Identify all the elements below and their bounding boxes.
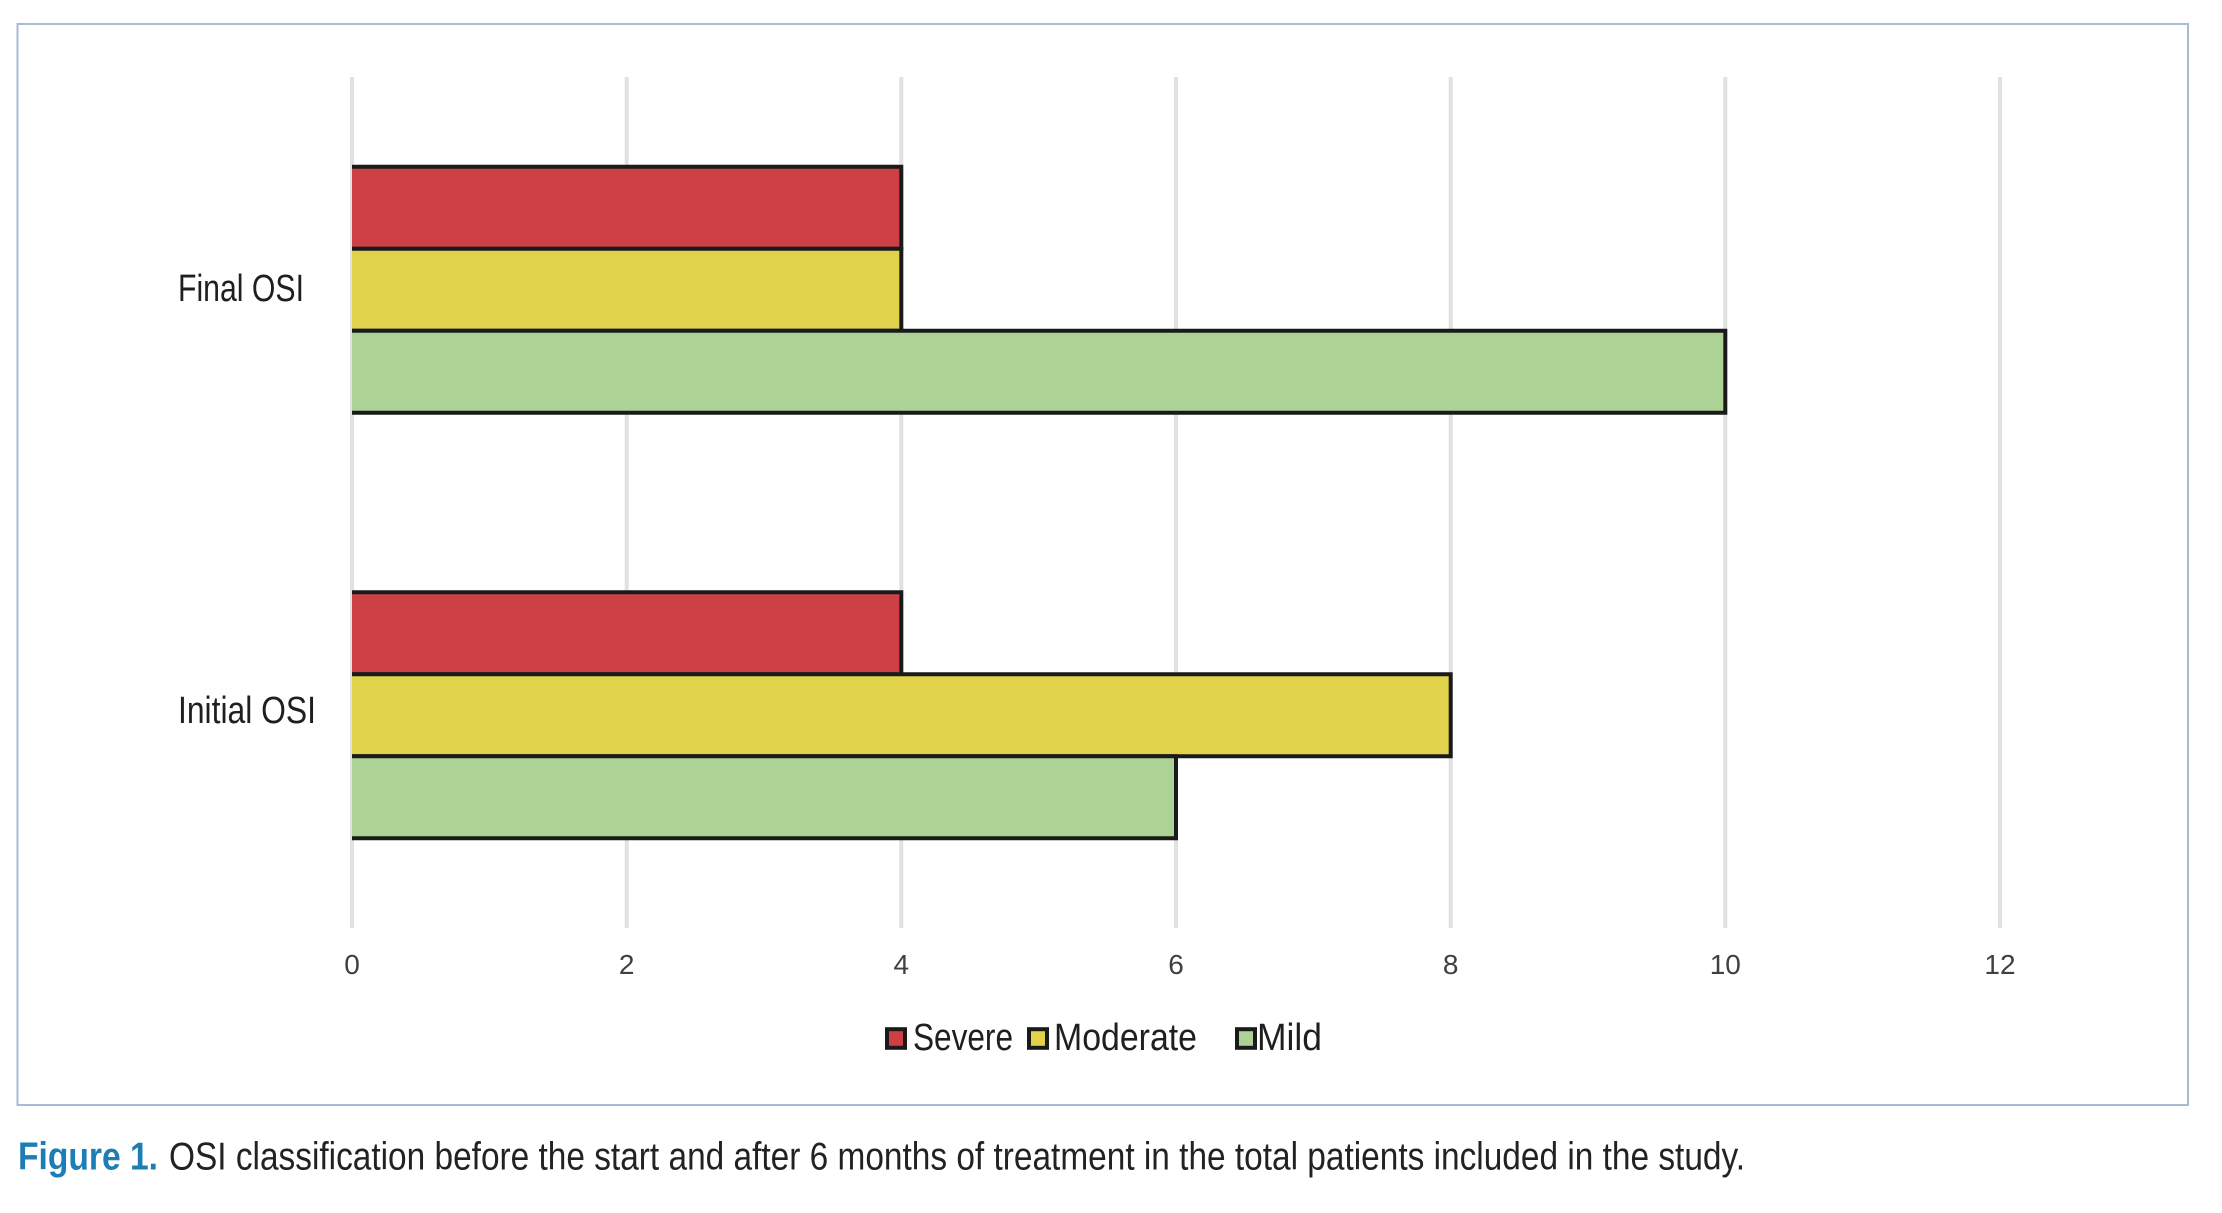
svg-text:6: 6 [1168,949,1184,980]
svg-text:Initial OSI: Initial OSI [178,690,316,732]
svg-text:10: 10 [1710,949,1741,980]
svg-text:OSI classification before the: OSI classification before the start and … [169,1136,1745,1179]
svg-text:Severe: Severe [913,1017,1013,1059]
svg-text:4: 4 [894,949,910,980]
svg-text:Figure 1.: Figure 1. [18,1136,158,1179]
svg-text:0: 0 [344,949,360,980]
svg-text:12: 12 [1984,949,2015,980]
svg-text:8: 8 [1443,949,1459,980]
svg-text:2: 2 [619,949,635,980]
svg-text:Moderate: Moderate [1054,1017,1197,1059]
svg-text:Mild: Mild [1257,1017,1322,1059]
svg-text:Final OSI: Final OSI [178,268,304,310]
